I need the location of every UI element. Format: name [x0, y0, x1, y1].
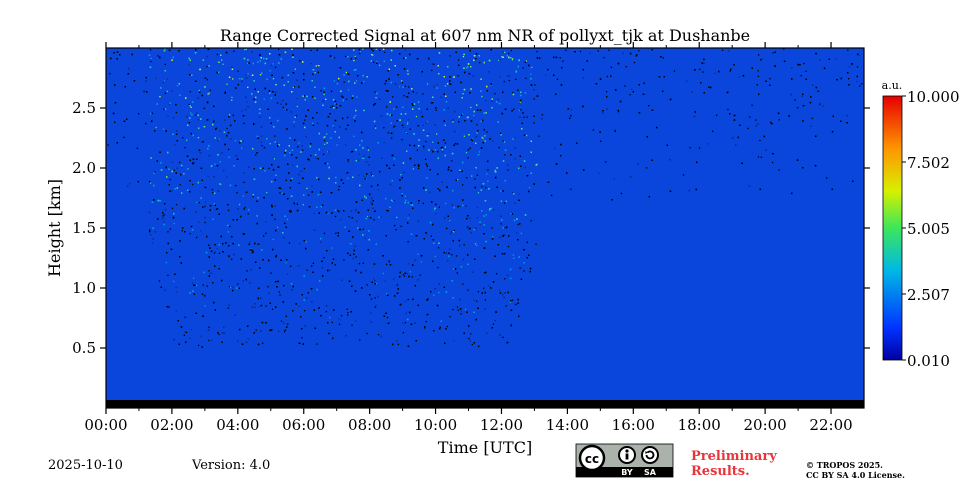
- heatmap-background: [106, 48, 864, 408]
- preliminary-results-note: Preliminary Results.: [691, 449, 777, 479]
- x-axis: 00:00 02:00 04:00 06:00 08:00 10:00 12:00 14:00…: [84, 42, 853, 434]
- sa-sharealike-icon: [641, 446, 659, 464]
- x-tick-label: 16:00: [612, 416, 655, 434]
- x-tick-label: 22:00: [809, 416, 852, 434]
- footer-date: 2025-10-10: [48, 458, 123, 473]
- y-tick-label: 2.0: [72, 159, 96, 177]
- colorbar-tick-label: 7.502: [907, 154, 950, 172]
- cc-logo-icon: [578, 444, 606, 472]
- colorbar-unit: a.u.: [882, 79, 903, 92]
- x-tick-label: 10:00: [414, 416, 457, 434]
- plot-area: [106, 48, 864, 408]
- chart-title: Range Corrected Signal at 607 nm NR of p…: [220, 26, 750, 45]
- colorbar: a.u. 10.000 7.502 5.005 2.507 0.010: [882, 79, 960, 370]
- x-tick-label: 08:00: [348, 416, 391, 434]
- x-tick-label: 06:00: [282, 416, 325, 434]
- colorbar-ticks: 10.000 7.502 5.005 2.507 0.010: [902, 88, 960, 370]
- x-tick-label: 00:00: [84, 416, 127, 434]
- x-tick-label: 14:00: [546, 416, 589, 434]
- colorbar-gradient: [882, 95, 903, 361]
- y-axis-label: Height [km]: [45, 179, 64, 277]
- x-tick-label: 18:00: [678, 416, 721, 434]
- colorbar-tick-label: 10.000: [907, 88, 960, 106]
- x-tick-label: 12:00: [480, 416, 523, 434]
- copyright-note: © TROPOS 2025. CC BY SA 4.0 License.: [806, 460, 905, 480]
- x-axis-label: Time [UTC]: [438, 438, 532, 457]
- colorbar-tick-label: 5.005: [907, 220, 950, 238]
- colorbar-tick-label: 2.507: [907, 286, 950, 304]
- y-tick-label: 1.0: [72, 279, 96, 297]
- signal-noise-layer: [107, 48, 864, 348]
- footer-version: Version: 4.0: [192, 458, 271, 473]
- y-tick-label: 1.5: [72, 219, 96, 237]
- cc-by-sa-badge: cc BY SA: [575, 443, 674, 478]
- y-tick-label: 0.5: [72, 339, 96, 357]
- y-axis: 0.5 1.0 1.5 2.0 2.5: [72, 99, 870, 357]
- x-tick-label: 04:00: [216, 416, 259, 434]
- x-tick-label: 20:00: [744, 416, 787, 434]
- y-tick-label: 2.5: [72, 99, 96, 117]
- x-tick-label: 02:00: [150, 416, 193, 434]
- no-signal-band: [106, 400, 864, 408]
- colorbar-tick-label: 0.010: [907, 352, 950, 370]
